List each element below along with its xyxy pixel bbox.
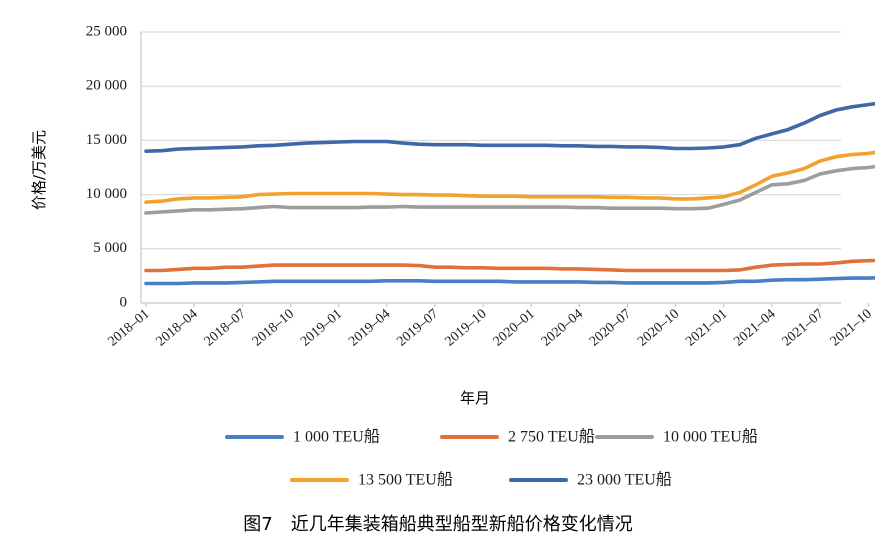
x-axis-ticks: 2018–01 2018–04 2018–07 2018–10 2019–01 2019–…: [105, 303, 875, 350]
y-tick-label: 0: [120, 294, 128, 310]
y-tick-label: 15 000: [86, 132, 127, 148]
x-axis-label: 年月: [460, 389, 490, 407]
x-tick-label: 2019–10: [442, 307, 489, 350]
x-tick-label: 2021–04: [731, 307, 778, 350]
x-tick-label: 2021–10: [828, 307, 875, 350]
legend-label-3: 13 500 TEU船: [358, 471, 453, 489]
y-tick-label: 20 000: [86, 78, 127, 94]
x-tick-label: 2020–01: [491, 307, 538, 350]
series-line-4: [144, 101, 875, 153]
y-tick-label: 5 000: [93, 240, 127, 256]
x-tick-label: 2020–04: [539, 307, 586, 350]
x-tick-label: 2021–07: [779, 307, 826, 350]
legend-label-4: 23 000 TEU船: [577, 471, 672, 489]
x-tick-label: 2018–01: [105, 307, 152, 350]
gridlines: [140, 31, 841, 304]
legend: 1 000 TEU船 2 750 TEU船 10 000 TEU船 13 500 TE…: [225, 428, 758, 489]
series-line-3: [144, 150, 875, 204]
y-axis-ticks: 0 5 000 10 000 15 000 20 000 25 000: [86, 23, 127, 310]
x-tick-label: 2019–07: [394, 307, 441, 350]
figure-caption: 图7 近几年集装箱船典型船型新船价格变化情况: [243, 514, 632, 535]
x-tick-label: 2018–04: [154, 307, 201, 350]
x-tick-label: 2020–10: [635, 307, 682, 350]
x-tick-label: 2021–01: [683, 307, 730, 350]
series-line-0: [144, 276, 875, 286]
legend-label-2: 10 000 TEU船: [663, 428, 758, 446]
series-line-2: [144, 164, 875, 215]
x-tick-label: 2019–01: [298, 307, 345, 350]
x-tick-label: 2018–07: [202, 307, 249, 350]
series-lines: [144, 101, 875, 286]
y-tick-label: 25 000: [86, 23, 127, 39]
y-tick-label: 10 000: [86, 186, 127, 202]
x-tick-label: 2020–07: [587, 307, 634, 350]
series-line-1: [144, 258, 875, 273]
legend-label-0: 1 000 TEU船: [293, 428, 380, 446]
x-tick-label: 2018–10: [250, 307, 297, 350]
y-axis-label: 价格/万美元: [30, 130, 48, 210]
legend-label-1: 2 750 TEU船: [508, 428, 595, 446]
x-tick-label: 2019–04: [346, 307, 393, 350]
